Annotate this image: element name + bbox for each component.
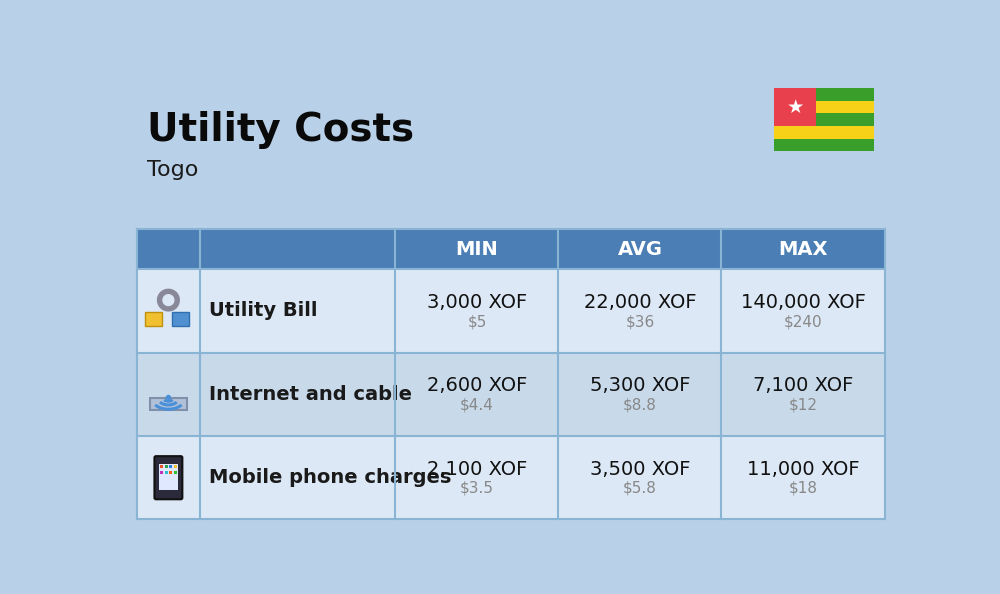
Text: $240: $240 — [784, 314, 822, 329]
Text: 3,000 XOF: 3,000 XOF — [427, 293, 527, 312]
Text: $5: $5 — [467, 314, 487, 329]
Bar — [145, 312, 162, 326]
Bar — [774, 89, 874, 101]
Bar — [774, 89, 816, 126]
Bar — [165, 471, 168, 474]
Bar — [169, 471, 172, 474]
Text: $12: $12 — [788, 397, 817, 413]
Bar — [159, 464, 178, 490]
Bar — [137, 436, 885, 519]
Bar — [169, 465, 172, 469]
Text: Internet and cable: Internet and cable — [209, 385, 412, 404]
Text: $18: $18 — [788, 481, 817, 496]
Text: $4.4: $4.4 — [460, 397, 494, 413]
Circle shape — [158, 289, 179, 311]
Bar — [774, 126, 874, 139]
Text: Utility Costs: Utility Costs — [147, 111, 414, 149]
Bar — [137, 269, 885, 353]
Bar — [172, 312, 189, 326]
Text: ★: ★ — [787, 97, 804, 116]
Text: MAX: MAX — [778, 239, 828, 258]
Text: $36: $36 — [625, 314, 655, 329]
Text: AVG: AVG — [617, 239, 662, 258]
Text: Togo: Togo — [147, 160, 198, 180]
Text: 3,500 XOF: 3,500 XOF — [590, 460, 690, 479]
Bar — [165, 465, 168, 469]
Bar — [174, 465, 177, 469]
Bar — [160, 471, 163, 474]
Bar — [137, 353, 885, 436]
Circle shape — [166, 396, 170, 399]
Text: 2,600 XOF: 2,600 XOF — [427, 377, 527, 396]
Bar — [137, 229, 885, 269]
Bar — [160, 465, 163, 469]
Text: 11,000 XOF: 11,000 XOF — [747, 460, 859, 479]
Text: $3.5: $3.5 — [460, 481, 494, 496]
Bar — [150, 398, 187, 410]
FancyBboxPatch shape — [154, 456, 182, 500]
Text: 22,000 XOF: 22,000 XOF — [584, 293, 696, 312]
Circle shape — [163, 295, 174, 305]
Text: 5,300 XOF: 5,300 XOF — [590, 377, 690, 396]
Text: 7,100 XOF: 7,100 XOF — [753, 377, 853, 396]
Bar — [174, 471, 177, 474]
Bar — [774, 139, 874, 151]
Text: MIN: MIN — [456, 239, 498, 258]
Text: $5.8: $5.8 — [623, 481, 657, 496]
Text: $8.8: $8.8 — [623, 397, 657, 413]
Bar — [774, 101, 874, 113]
Bar — [774, 113, 874, 126]
Text: Mobile phone charges: Mobile phone charges — [209, 468, 452, 487]
Text: 2,100 XOF: 2,100 XOF — [427, 460, 527, 479]
Text: Utility Bill: Utility Bill — [209, 301, 318, 320]
Text: 140,000 XOF: 140,000 XOF — [741, 293, 865, 312]
